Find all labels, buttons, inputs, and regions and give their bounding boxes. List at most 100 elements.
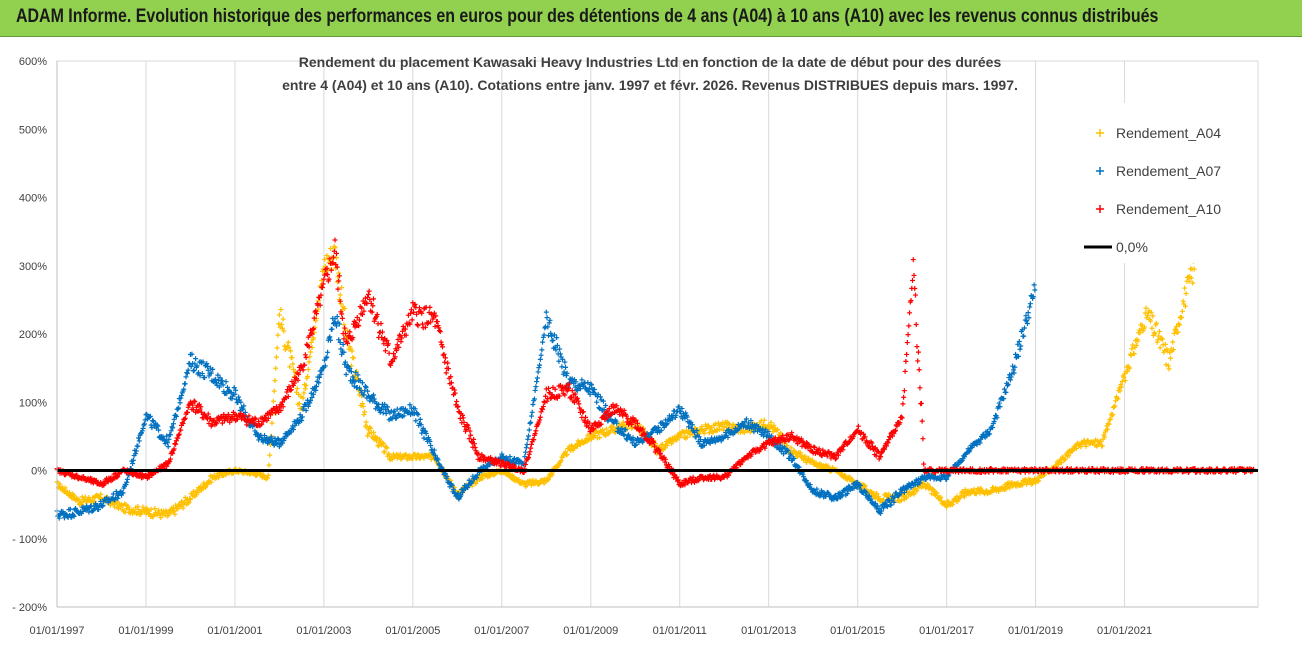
data-point xyxy=(766,422,772,428)
data-point xyxy=(125,503,131,509)
data-point xyxy=(171,508,177,514)
data-point xyxy=(351,355,357,361)
data-point xyxy=(332,245,338,251)
data-point xyxy=(904,495,910,501)
data-point xyxy=(1102,434,1108,440)
data-point xyxy=(1118,382,1124,388)
data-point xyxy=(677,433,683,439)
data-point xyxy=(290,361,296,367)
x-tick-label: 01/01/1999 xyxy=(118,625,173,637)
x-tick-label: 01/01/2001 xyxy=(207,625,262,637)
data-point xyxy=(294,385,300,391)
plot-area xyxy=(54,237,1258,521)
x-tick-label: 01/01/2003 xyxy=(296,625,351,637)
report-title: ADAM Informe. Evolution historique des p… xyxy=(16,6,1159,27)
data-point xyxy=(1148,318,1153,324)
report-banner: ADAM Informe. Evolution historique des p… xyxy=(0,0,1302,37)
data-point xyxy=(962,487,968,493)
legend-label: 0,0% xyxy=(1116,239,1148,255)
data-point xyxy=(1155,337,1161,343)
data-point xyxy=(771,422,777,428)
data-point xyxy=(674,437,680,443)
data-point xyxy=(1117,388,1123,394)
data-point xyxy=(960,490,966,496)
data-point xyxy=(1115,396,1121,402)
data-point xyxy=(1036,478,1042,484)
data-point xyxy=(586,437,592,443)
data-point xyxy=(336,270,342,276)
data-point xyxy=(1003,486,1009,492)
data-point xyxy=(567,447,573,453)
data-point xyxy=(349,348,355,354)
data-point xyxy=(971,486,977,492)
data-point xyxy=(898,497,904,503)
y-tick-label: 300% xyxy=(19,261,47,273)
data-point xyxy=(368,425,374,431)
data-point xyxy=(208,479,214,485)
x-tick-label: 01/01/2007 xyxy=(474,625,529,637)
data-point xyxy=(369,434,375,440)
data-point xyxy=(684,434,690,440)
data-point xyxy=(1073,446,1079,452)
data-point xyxy=(276,321,282,327)
data-point xyxy=(1149,325,1155,331)
data-point xyxy=(281,328,287,334)
data-point xyxy=(1156,333,1162,339)
y-tick-label: 0% xyxy=(31,466,47,478)
y-tick-label: 100% xyxy=(19,397,47,409)
data-point xyxy=(1135,338,1141,344)
y-tick-label: 500% xyxy=(19,124,47,136)
data-point xyxy=(934,490,940,496)
data-point xyxy=(784,443,790,449)
data-point xyxy=(1024,481,1030,487)
data-point xyxy=(1133,342,1139,348)
data-point xyxy=(300,395,306,401)
data-point xyxy=(1099,443,1105,449)
data-point xyxy=(144,507,150,513)
data-point xyxy=(726,422,732,428)
data-point xyxy=(862,483,868,489)
data-point xyxy=(302,386,308,392)
data-point xyxy=(609,423,615,429)
data-point xyxy=(379,440,385,446)
data-point xyxy=(1114,395,1120,401)
data-point xyxy=(271,388,277,394)
legend: Rendement_A04Rendement_A07Rendement_A100… xyxy=(1060,103,1255,263)
data-point xyxy=(338,301,344,307)
data-point xyxy=(383,444,389,450)
data-point xyxy=(306,359,312,365)
data-point xyxy=(273,365,279,371)
data-point xyxy=(158,515,164,521)
data-point xyxy=(1030,481,1036,487)
data-point xyxy=(147,511,153,517)
data-point xyxy=(311,335,317,341)
data-point xyxy=(150,513,156,519)
data-point xyxy=(1143,305,1149,311)
data-point xyxy=(135,503,141,509)
data-point xyxy=(288,348,294,354)
data-point xyxy=(148,506,154,512)
data-point xyxy=(1125,368,1131,374)
data-point xyxy=(339,285,345,291)
data-point xyxy=(296,401,302,407)
data-point xyxy=(768,419,774,425)
data-point xyxy=(664,442,670,448)
y-tick-label: 400% xyxy=(19,193,47,205)
data-point xyxy=(384,445,390,451)
data-point xyxy=(389,456,395,462)
data-point xyxy=(480,476,486,482)
y-tick-label: 200% xyxy=(19,329,47,341)
data-point xyxy=(62,485,68,491)
chart-title-line2: entre 4 (A04) et 10 ans (A10). Cotations… xyxy=(282,77,1018,93)
data-point xyxy=(950,502,956,508)
data-point xyxy=(1157,345,1163,351)
x-tick-label: 01/01/2005 xyxy=(385,625,440,637)
data-point xyxy=(536,481,542,487)
data-point xyxy=(1129,346,1135,352)
chart-area: 600% 500% 400% 300% 200% 100% 0% - 100% - 200% 01… xyxy=(0,37,1302,647)
legend-label: Rendement_A10 xyxy=(1116,201,1221,217)
data-point xyxy=(195,490,201,496)
data-point xyxy=(341,322,347,328)
data-point xyxy=(290,366,296,372)
data-point xyxy=(98,491,104,497)
